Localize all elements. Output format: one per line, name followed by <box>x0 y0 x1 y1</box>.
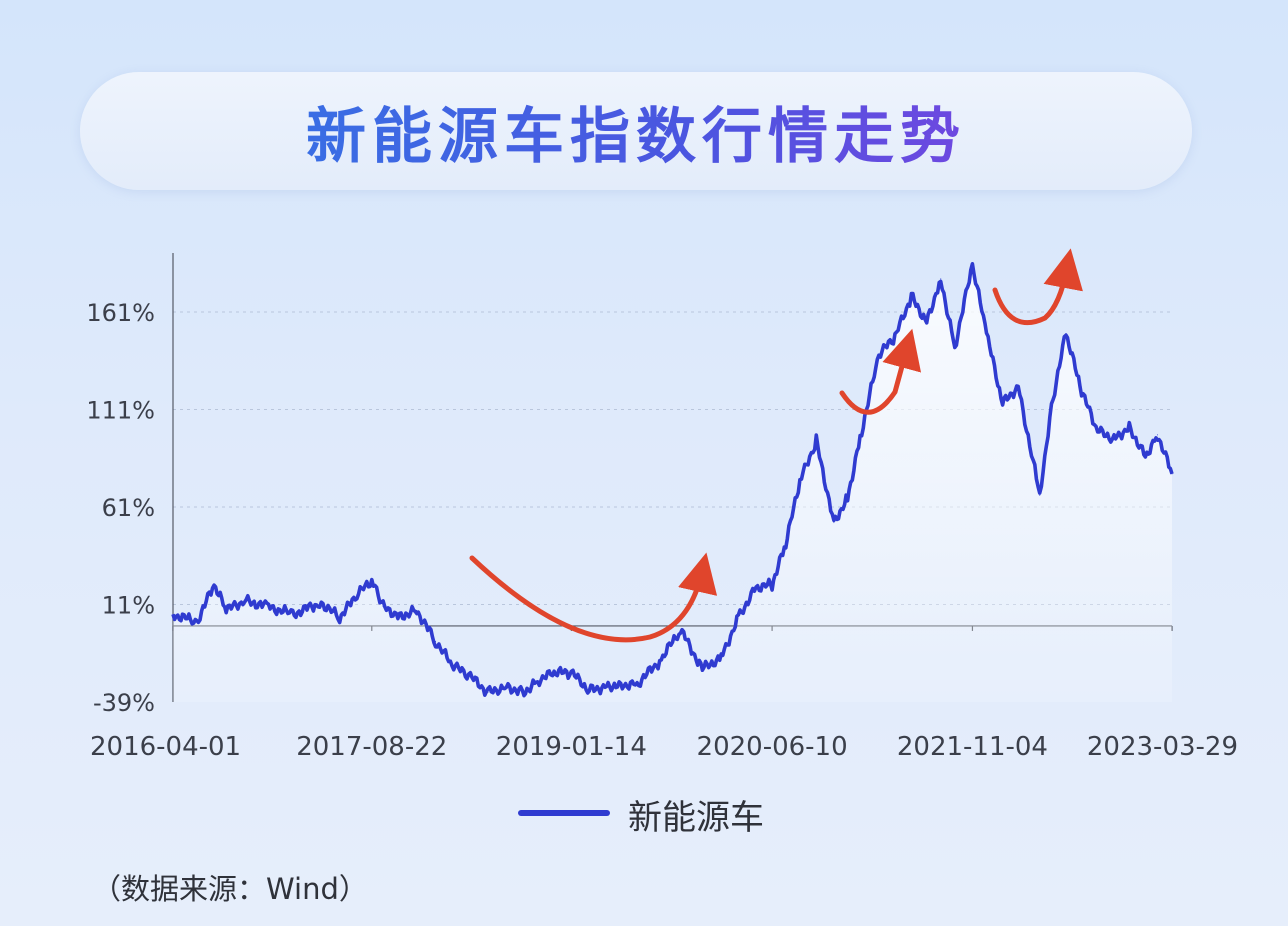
data-point <box>926 321 928 323</box>
x-tick-label: 2017-08-22 <box>296 732 447 762</box>
data-point <box>799 481 801 483</box>
data-point <box>940 278 942 280</box>
data-point <box>680 629 682 631</box>
y-tick-label: 111% <box>86 397 155 425</box>
y-tick-label: 11% <box>102 592 155 620</box>
source-note: （数据来源：Wind） <box>92 872 368 906</box>
data-point <box>1002 403 1004 405</box>
line-chart: -39% 11% 61% 111% 161% 2016-04-01 2017-08-22 20… <box>86 248 1238 762</box>
x-tick-label: 2023-03-29 <box>1087 732 1238 762</box>
data-point <box>1039 494 1041 496</box>
data-point <box>771 584 773 586</box>
data-point <box>356 594 358 596</box>
data-point <box>172 613 174 615</box>
page-title: 新能源车指数行情走势 <box>80 72 1192 190</box>
y-tick-label: 61% <box>102 494 155 522</box>
data-point <box>894 336 896 338</box>
data-point <box>487 691 489 693</box>
data-point <box>861 430 863 432</box>
data-point <box>292 613 294 615</box>
data-point <box>636 683 638 685</box>
data-point <box>1113 438 1115 440</box>
data-point <box>815 440 817 442</box>
data-point <box>399 615 401 617</box>
data-point <box>523 691 525 693</box>
data-point <box>570 672 572 674</box>
data-point <box>833 522 835 524</box>
trend-arrow <box>839 328 922 415</box>
trend-arrow <box>469 552 718 643</box>
data-point <box>553 672 555 674</box>
x-tick-label: 2016-04-01 <box>90 732 241 762</box>
data-point <box>954 346 956 348</box>
data-point <box>1157 434 1159 436</box>
data-point <box>225 609 227 611</box>
series-line <box>171 262 1174 698</box>
data-point <box>382 605 384 607</box>
data-point <box>986 332 988 334</box>
data-point <box>244 600 246 602</box>
data-point <box>739 613 741 615</box>
data-point <box>435 641 437 643</box>
data-point <box>785 543 787 545</box>
data-point <box>505 685 507 687</box>
data-point <box>660 658 662 660</box>
data-point <box>1128 426 1130 428</box>
data-point <box>416 609 418 611</box>
data-point <box>339 617 341 619</box>
x-tick-label: 2019-01-14 <box>496 732 647 762</box>
legend-swatch <box>518 810 610 816</box>
data-point <box>371 580 373 582</box>
data-point <box>267 605 269 607</box>
data-point <box>213 584 215 586</box>
data-point <box>196 621 198 623</box>
data-point <box>620 683 622 685</box>
series-area <box>173 263 1172 702</box>
data-point <box>1050 405 1052 407</box>
y-tick-label: -39% <box>93 689 155 717</box>
data-point <box>320 602 322 604</box>
data-point <box>1097 430 1099 432</box>
data-point <box>1171 473 1173 475</box>
data-point <box>701 668 703 670</box>
data-point <box>1017 385 1019 387</box>
y-tick-label: 161% <box>86 299 155 327</box>
data-point <box>537 680 539 682</box>
data-point <box>847 496 849 498</box>
data-point <box>451 664 453 666</box>
data-point <box>878 354 880 356</box>
title-banner: 新能源车指数行情走势 <box>80 72 1192 190</box>
x-tick-label: 2021-11-04 <box>897 732 1048 762</box>
data-point <box>588 689 590 691</box>
data-point <box>910 295 912 297</box>
data-point <box>1065 332 1067 334</box>
data-point <box>1144 455 1146 457</box>
data-point <box>604 685 606 687</box>
x-tick-label: 2020-06-10 <box>697 732 848 762</box>
data-point <box>469 676 471 678</box>
trend-arrow <box>992 248 1083 325</box>
data-point <box>971 264 973 266</box>
legend-label: 新能源车 <box>628 798 764 838</box>
data-point <box>1081 391 1083 393</box>
data-point <box>720 656 722 658</box>
data-point <box>755 586 757 588</box>
